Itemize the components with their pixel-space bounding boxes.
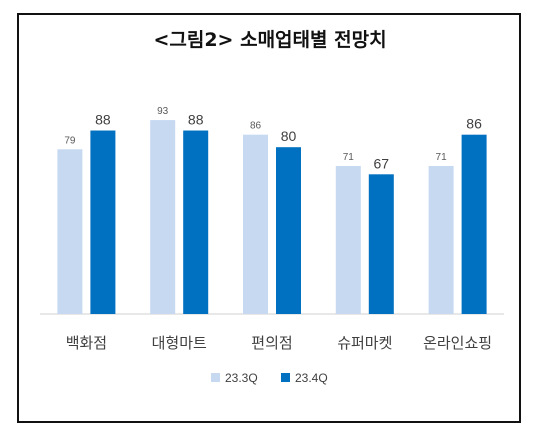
bar-series2-4 — [461, 134, 487, 314]
bar-series1-0 — [57, 149, 83, 314]
bar-series1-4 — [428, 165, 454, 314]
bar-series1-2 — [243, 134, 268, 314]
bar-series2-0 — [90, 130, 116, 314]
data-label: 71 — [436, 152, 448, 163]
data-label: 88 — [188, 112, 204, 128]
legend-swatch — [211, 373, 220, 382]
bar-series1-1 — [150, 120, 176, 314]
category-label: 슈퍼마켓 — [337, 334, 392, 352]
category-label: 온라인쇼핑 — [423, 334, 492, 352]
bar-series2-3 — [368, 174, 394, 314]
bar-series2-1 — [183, 130, 209, 314]
category-label: 백화점 — [66, 334, 107, 352]
legend: 23.3Q 23.4Q — [211, 371, 328, 385]
data-label: 80 — [281, 128, 297, 144]
data-label: 86 — [250, 121, 262, 132]
data-label: 86 — [466, 116, 482, 132]
bar-series1-3 — [335, 165, 361, 314]
category-label: 편의점 — [251, 334, 292, 352]
legend-label: 23.3Q — [225, 371, 258, 385]
chart-title: <그림2> 소매업태별 전망치 — [153, 29, 387, 51]
data-label: 93 — [157, 106, 169, 117]
category-label: 대형마트 — [152, 334, 207, 352]
legend-swatch — [281, 373, 290, 382]
data-label: 71 — [343, 152, 355, 163]
data-label: 67 — [374, 155, 390, 171]
legend-label: 23.4Q — [295, 371, 328, 385]
data-label: 88 — [95, 112, 111, 128]
bar-series2-2 — [276, 147, 301, 314]
data-label: 79 — [64, 135, 76, 146]
